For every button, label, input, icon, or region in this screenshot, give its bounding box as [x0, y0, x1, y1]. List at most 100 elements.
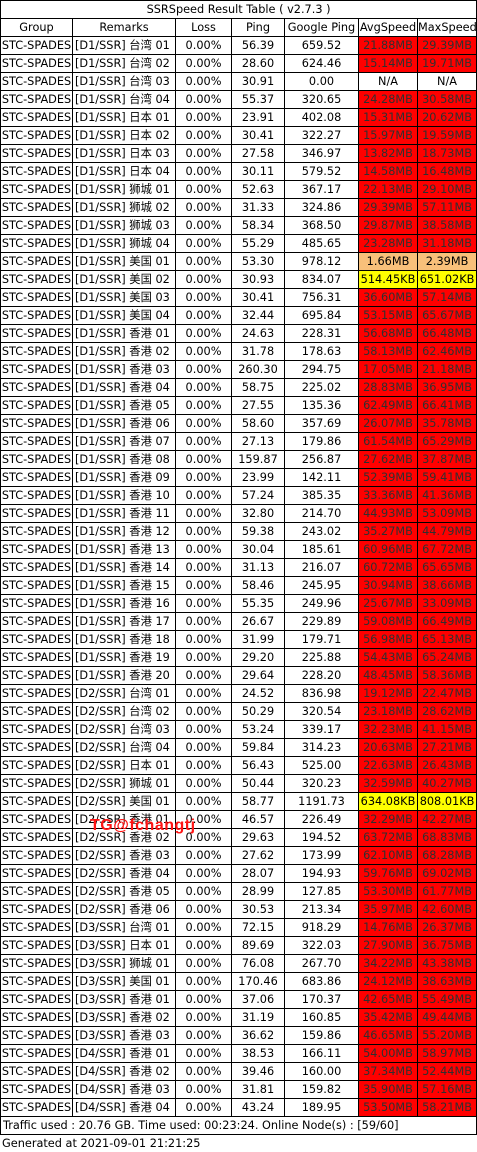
cell-ping: 36.62 [231, 1026, 285, 1045]
cell-max-speed: 68.28MB [416, 846, 477, 865]
cell-loss: 0.00% [175, 846, 232, 865]
table-row: STC-SPADES [D1/SSR] 香港 08 0.00% 159.87 256.8… [0, 450, 477, 469]
cell-ping: 50.44 [231, 774, 285, 793]
cell-group: STC-SPADES [0, 288, 73, 307]
table-row: STC-SPADES [D3/SSR] 台湾 01 0.00% 72.15 918.29… [0, 918, 477, 937]
cell-ping: 28.07 [231, 864, 285, 883]
cell-group: STC-SPADES [0, 180, 73, 199]
cell-avg-speed: 17.05MB [358, 360, 418, 379]
cell-group: STC-SPADES [0, 522, 73, 541]
cell-google-ping: 179.86 [284, 432, 359, 451]
cell-group: STC-SPADES [0, 378, 73, 397]
cell-group: STC-SPADES [0, 1080, 73, 1099]
cell-google-ping: 322.03 [284, 936, 359, 955]
cell-remarks: [D1/SSR] 日本 04 [72, 162, 176, 181]
cell-max-speed: 65.67MB [416, 306, 477, 325]
cell-remarks: [D1/SSR] 香港 05 [72, 396, 176, 415]
cell-ping: 46.57 [231, 810, 285, 829]
cell-ping: 26.67 [231, 612, 285, 631]
cell-loss: 0.00% [175, 252, 232, 271]
table-row: STC-SPADES [D1/SSR] 香港 09 0.00% 23.99 142.11… [0, 468, 477, 487]
cell-loss: 0.00% [175, 1008, 232, 1027]
cell-loss: 0.00% [175, 558, 232, 577]
cell-ping: 57.24 [231, 486, 285, 505]
cell-group: STC-SPADES [0, 1062, 73, 1081]
cell-group: STC-SPADES [0, 900, 73, 919]
cell-loss: 0.00% [175, 504, 232, 523]
cell-group: STC-SPADES [0, 396, 73, 415]
cell-avg-speed: 1.66MB [358, 252, 418, 271]
cell-max-speed: 41.36MB [416, 486, 477, 505]
cell-loss: 0.00% [175, 90, 232, 109]
cell-ping: 27.13 [231, 432, 285, 451]
cell-loss: 0.00% [175, 468, 232, 487]
cell-max-speed: 67.72MB [416, 540, 477, 559]
cell-avg-speed: 35.42MB [358, 1008, 418, 1027]
cell-google-ping: 402.08 [284, 108, 359, 127]
cell-max-speed: 30.58MB [416, 90, 477, 109]
cell-remarks: [D2/SSR] 香港 02 [72, 828, 176, 847]
table-row: STC-SPADES [D3/SSR] 香港 02 0.00% 31.19 160.85… [0, 1008, 477, 1027]
cell-ping: 24.63 [231, 324, 285, 343]
cell-group: STC-SPADES [0, 342, 73, 361]
cell-ping: 30.11 [231, 162, 285, 181]
cell-avg-speed: 28.83MB [358, 378, 418, 397]
table-row: STC-SPADES [D3/SSR] 香港 01 0.00% 37.06 170.37… [0, 990, 477, 1009]
cell-group: STC-SPADES [0, 468, 73, 487]
cell-remarks: [D1/SSR] 香港 12 [72, 522, 176, 541]
cell-google-ping: 367.17 [284, 180, 359, 199]
cell-group: STC-SPADES [0, 738, 73, 757]
cell-avg-speed: 53.30MB [358, 882, 418, 901]
cell-avg-speed: 44.93MB [358, 504, 418, 523]
cell-group: STC-SPADES [0, 720, 73, 739]
cell-ping: 58.34 [231, 216, 285, 235]
cell-group: STC-SPADES [0, 954, 73, 973]
cell-avg-speed: 62.10MB [358, 846, 418, 865]
table-row: STC-SPADES [D1/SSR] 台湾 02 0.00% 28.60 624.46… [0, 54, 477, 73]
cell-max-speed: 35.78MB [416, 414, 477, 433]
cell-remarks: [D3/SSR] 日本 01 [72, 936, 176, 955]
cell-ping: 170.46 [231, 972, 285, 991]
cell-loss: 0.00% [175, 270, 232, 289]
cell-group: STC-SPADES [0, 864, 73, 883]
cell-group: STC-SPADES [0, 198, 73, 217]
generated-timestamp: Generated at 2021-09-01 21:21:25 [2, 1137, 201, 1150]
cell-ping: 30.04 [231, 540, 285, 559]
cell-ping: 31.13 [231, 558, 285, 577]
cell-max-speed: 29.39MB [416, 36, 477, 55]
cell-group: STC-SPADES [0, 306, 73, 325]
header-loss: Loss [175, 18, 232, 37]
cell-google-ping: 1191.73 [284, 792, 359, 811]
cell-avg-speed: 32.59MB [358, 774, 418, 793]
cell-remarks: [D1/SSR] 日本 03 [72, 144, 176, 163]
cell-avg-speed: 61.54MB [358, 432, 418, 451]
cell-group: STC-SPADES [0, 72, 73, 91]
cell-loss: 0.00% [175, 288, 232, 307]
cell-loss: 0.00% [175, 612, 232, 631]
table-row: STC-SPADES [D2/SSR] 香港 03 0.00% 27.62 173.99… [0, 846, 477, 865]
cell-max-speed: 22.47MB [416, 684, 477, 703]
cell-loss: 0.00% [175, 810, 232, 829]
table-row: STC-SPADES [D1/SSR] 狮城 02 0.00% 31.33 324.86… [0, 198, 477, 217]
cell-max-speed: 55.49MB [416, 990, 477, 1009]
cell-max-speed: 59.41MB [416, 468, 477, 487]
cell-ping: 29.64 [231, 666, 285, 685]
cell-loss: 0.00% [175, 360, 232, 379]
cell-remarks: [D1/SSR] 台湾 03 [72, 72, 176, 91]
cell-avg-speed: N/A [358, 72, 418, 91]
table-row: STC-SPADES [D1/SSR] 香港 11 0.00% 32.80 214.70… [0, 504, 477, 523]
cell-remarks: [D4/SSR] 香港 03 [72, 1080, 176, 1099]
cell-remarks: [D1/SSR] 香港 15 [72, 576, 176, 595]
cell-avg-speed: 60.72MB [358, 558, 418, 577]
cell-avg-speed: 35.27MB [358, 522, 418, 541]
cell-avg-speed: 20.63MB [358, 738, 418, 757]
cell-avg-speed: 53.15MB [358, 306, 418, 325]
cell-group: STC-SPADES [0, 54, 73, 73]
table-row: STC-SPADES [D1/SSR] 香港 19 0.00% 29.20 225.88… [0, 648, 477, 667]
cell-loss: 0.00% [175, 378, 232, 397]
table-row: STC-SPADES [D1/SSR] 香港 17 0.00% 26.67 229.89… [0, 612, 477, 631]
cell-remarks: [D1/SSR] 香港 16 [72, 594, 176, 613]
cell-max-speed: 53.09MB [416, 504, 477, 523]
cell-loss: 0.00% [175, 1044, 232, 1063]
cell-max-speed: 49.44MB [416, 1008, 477, 1027]
